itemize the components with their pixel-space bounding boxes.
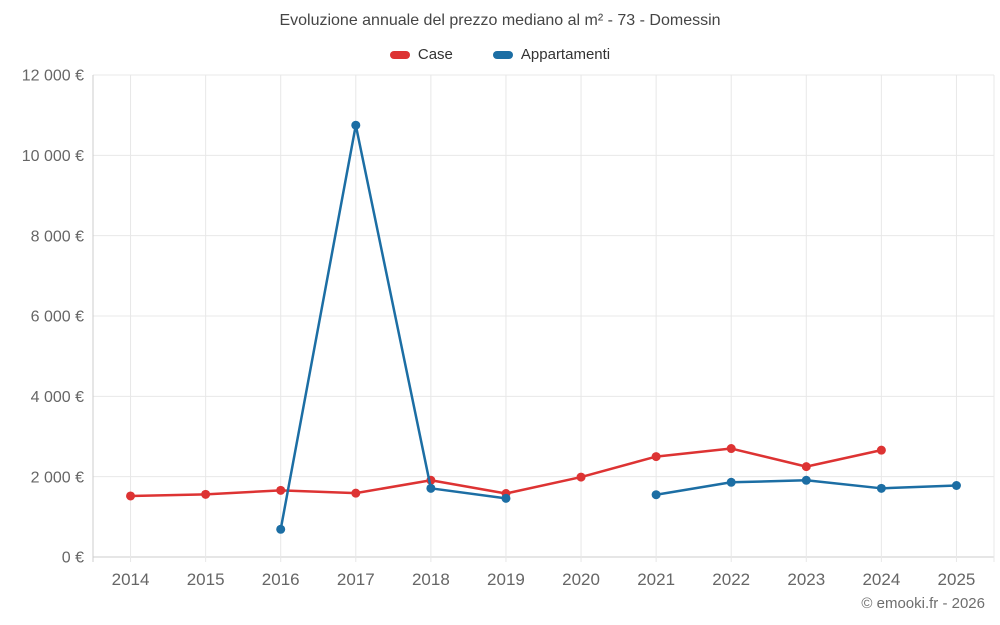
- y-axis-tick-label: 0 €: [62, 550, 84, 567]
- chart-legend: Case Appartamenti: [0, 46, 1000, 63]
- case-legend-swatch-icon: [389, 50, 410, 59]
- case-point-2024[interactable]: [876, 445, 886, 455]
- case-point-2016[interactable]: [276, 485, 286, 495]
- case-point-2022[interactable]: [726, 444, 736, 454]
- appartamenti-legend-swatch-icon: [492, 50, 513, 59]
- x-axis-tick-label: 2017: [337, 570, 375, 589]
- appartamenti-legend-label: Appartamenti: [520, 46, 611, 63]
- x-axis-tick-label: 2022: [712, 570, 750, 589]
- legend-item-appartamenti[interactable]: Appartamenti: [492, 46, 611, 63]
- appartamenti-line: [279, 123, 508, 531]
- x-axis-tick-label: 2020: [562, 570, 600, 589]
- x-axis-tick-label: 2015: [187, 570, 225, 589]
- appartamenti-point-2016[interactable]: [276, 524, 286, 534]
- case-point-2017[interactable]: [351, 488, 361, 498]
- x-axis-tick-label: 2014: [112, 570, 150, 589]
- appartamenti-point-2022[interactable]: [726, 477, 736, 487]
- y-axis-tick-label: 8 000 €: [31, 228, 84, 245]
- case-point-2023[interactable]: [801, 462, 811, 472]
- x-axis-tick-label: 2018: [412, 570, 450, 589]
- y-axis-tick-label: 2 000 €: [31, 469, 84, 486]
- copyright-footer: © emooki.fr - 2026: [861, 595, 985, 612]
- x-axis-tick-label: 2021: [637, 570, 675, 589]
- legend-item-case[interactable]: Case: [389, 46, 453, 63]
- appartamenti-point-2023[interactable]: [801, 475, 811, 485]
- appartamenti-point-2024[interactable]: [876, 483, 886, 493]
- appartamenti-point-2018[interactable]: [426, 483, 436, 493]
- x-axis-tick-label: 2024: [862, 570, 900, 589]
- y-axis-tick-label: 10 000 €: [22, 148, 84, 165]
- appartamenti-point-2021[interactable]: [651, 490, 661, 500]
- y-axis-tick-label: 6 000 €: [31, 309, 84, 326]
- appartamenti-point-2025[interactable]: [951, 481, 961, 491]
- x-axis-tick-label: 2016: [262, 570, 300, 589]
- case-point-2014[interactable]: [126, 491, 136, 501]
- appartamenti-point-2019[interactable]: [501, 493, 511, 503]
- y-axis-tick-label: 12 000 €: [22, 68, 84, 85]
- case-legend-label: Case: [417, 46, 453, 63]
- case-point-2015[interactable]: [201, 489, 211, 499]
- y-axis-tick-label: 4 000 €: [31, 389, 84, 406]
- x-axis-tick-label: 2025: [938, 570, 976, 589]
- x-axis-tick-label: 2023: [787, 570, 825, 589]
- case-point-2021[interactable]: [651, 452, 661, 462]
- appartamenti-point-2017[interactable]: [351, 120, 361, 130]
- case-point-2020[interactable]: [576, 472, 586, 482]
- x-axis-tick-label: 2019: [487, 570, 525, 589]
- chart-title: Evoluzione annuale del prezzo mediano al…: [279, 12, 721, 29]
